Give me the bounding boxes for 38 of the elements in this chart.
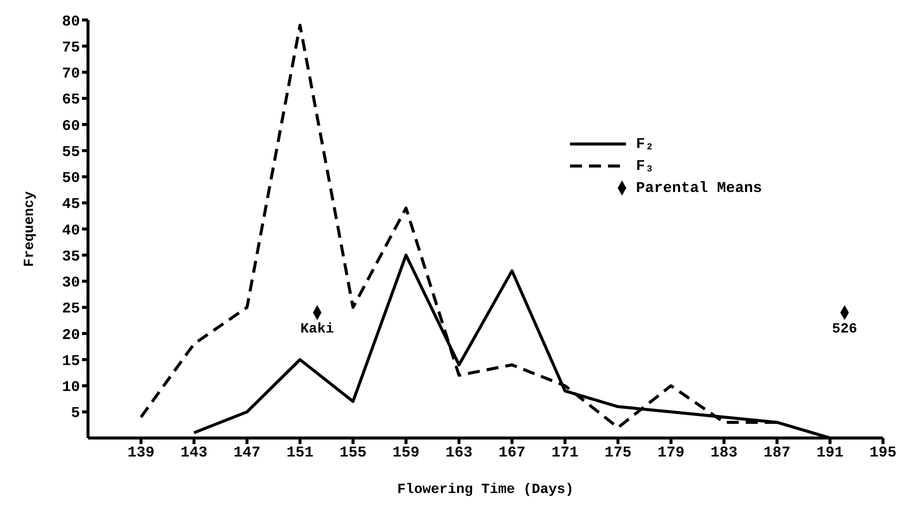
x-tick-label: 167 [498, 444, 526, 462]
y-tick-label: 5 [70, 405, 80, 422]
y-tick-label: 75 [62, 39, 80, 56]
x-tick-label: 139 [127, 444, 155, 462]
x-tick-label: 195 [869, 444, 897, 462]
y-axis-title: Frequency [22, 190, 38, 267]
y-tick-label: 55 [62, 144, 80, 161]
x-tick-label: 191 [816, 444, 844, 462]
x-tick-label: 183 [710, 444, 738, 462]
x-tick-label: 179 [657, 444, 685, 462]
y-tick-label: 25 [62, 300, 80, 318]
y-tick-label: 60 [62, 118, 80, 135]
x-axis-title: Flowering Time (Days) [397, 482, 574, 498]
x-tick-label: 159 [392, 444, 420, 462]
x-tick-label: 163 [445, 444, 473, 462]
annotation: Kaki [300, 322, 334, 338]
x-tick-label: 155 [339, 444, 367, 462]
x-tick-label: 171 [551, 444, 579, 462]
y-tick-label: 35 [62, 248, 80, 266]
x-tick-label: 151 [286, 444, 314, 462]
y-tick-label: 10 [62, 379, 80, 396]
x-tick-label: 187 [763, 444, 791, 462]
legend-label: F₃ [636, 158, 654, 174]
y-tick-label: 30 [62, 274, 80, 292]
legend-label: Parental Means [636, 180, 762, 196]
y-tick-label: 40 [62, 222, 80, 240]
y-tick-label: 45 [62, 196, 80, 214]
y-tick-label: 65 [62, 92, 80, 109]
y-tick-label: 50 [62, 170, 80, 188]
x-tick-label: 143 [180, 444, 208, 462]
x-tick-label: 175 [604, 444, 632, 462]
x-tick-label: 147 [233, 444, 261, 462]
y-tick-label: 20 [62, 326, 80, 344]
annotation: 526 [832, 322, 858, 338]
legend-label: F₂ [636, 136, 654, 152]
y-tick-label: 80 [62, 13, 80, 30]
y-tick-label: 15 [62, 352, 80, 370]
y-tick-label: 70 [62, 66, 80, 83]
